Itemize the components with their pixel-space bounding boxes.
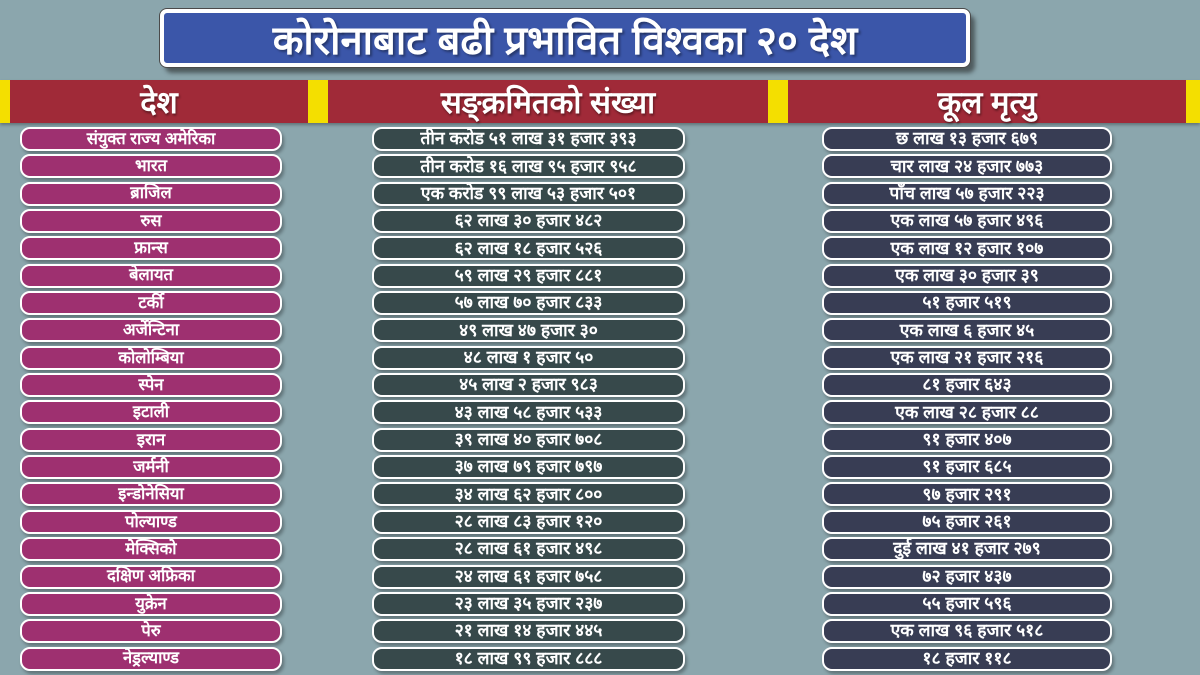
infected-pill: ४८ लाख १ हजार ५० <box>372 345 685 370</box>
column-header-infected: सङ्क्रमितको संख्या <box>440 84 656 120</box>
deaths-pill: एक लाख ५७ हजार ४९६ <box>822 209 1112 234</box>
infected-pill: ४३ लाख ५८ हजार ५३३ <box>372 400 685 425</box>
infected-pill: ३९ लाख ४० हजार ७०८ <box>372 427 685 452</box>
infected-pill: २८ लाख ८३ हजार १२० <box>372 509 685 534</box>
infected-pill: २४ लाख ६१ हजार ७५८ <box>372 564 685 589</box>
country-pill: नेड्रल्याण्ड <box>20 646 282 671</box>
infected-pill: ४५ लाख २ हजार ९८३ <box>372 373 685 398</box>
country-pill: पेरु <box>20 619 282 644</box>
table-header: देश सङ्क्रमितको संख्या कूल मृत्यु <box>0 80 1200 123</box>
country-pill: जर्मनी <box>20 455 282 480</box>
country-pill: स्पेन <box>20 373 282 398</box>
deaths-pill: ९७ हजार २९१ <box>822 482 1112 507</box>
country-pill: दक्षिण अफ्रिका <box>20 564 282 589</box>
deaths-pill: ५५ हजार ५९६ <box>822 591 1112 616</box>
country-pill: फ्रान्स <box>20 236 282 261</box>
infected-pill: ५९ लाख २९ हजार ८८१ <box>372 263 685 288</box>
deaths-pill: एक लाख २८ हजार ८८ <box>822 400 1112 425</box>
infected-pill: २१ लाख १४ हजार ४४५ <box>372 619 685 644</box>
header-separator-2 <box>768 80 788 123</box>
deaths-pill: ७५ हजार २६१ <box>822 509 1112 534</box>
country-pill: इटाली <box>20 400 282 425</box>
country-pill: रुस <box>20 209 282 234</box>
infected-pill: तीन करोड ५१ लाख ३१ हजार ३९३ <box>372 127 685 151</box>
infected-pill: ५७ लाख ७० हजार ८३३ <box>372 291 685 316</box>
deaths-column: छ लाख १३ हजार ६७९ चार लाख २४ हजार ७७३ पाँच… <box>822 127 1112 674</box>
infected-pill: २३ लाख ३५ हजार २३७ <box>372 591 685 616</box>
deaths-pill: एक लाख १२ हजार १०७ <box>822 236 1112 261</box>
infected-column: तीन करोड ५१ लाख ३१ हजार ३९३ तीन करोड १६ ल… <box>372 127 685 674</box>
deaths-pill: एक लाख ६ हजार ४५ <box>822 318 1112 343</box>
header-separator-right <box>1186 80 1200 123</box>
infected-pill: ६२ लाख ३० हजार ४८२ <box>372 209 685 234</box>
country-pill: अर्जेन्टिना <box>20 318 282 343</box>
deaths-pill: १८ हजार ११८ <box>822 646 1112 671</box>
deaths-pill: दुई लाख ४१ हजार २७९ <box>822 537 1112 562</box>
infected-pill: १८ लाख ९९ हजार ८८८ <box>372 646 685 671</box>
country-pill: इरान <box>20 427 282 452</box>
country-pill: पोल्याण्ड <box>20 509 282 534</box>
deaths-pill: ५१ हजार ५१९ <box>822 291 1112 316</box>
deaths-pill: ८१ हजार ६४३ <box>822 373 1112 398</box>
country-pill: बेलायत <box>20 263 282 288</box>
infected-pill: ४९ लाख ४७ हजार ३० <box>372 318 685 343</box>
country-pill: इन्डोनेसिया <box>20 482 282 507</box>
page-title: कोरोनाबाट बढी प्रभावित विश्वका २० देश <box>160 9 970 67</box>
country-column: संयुक्त राज्य अमेरिका भारत ब्राजिल रुस फ्रान… <box>20 127 282 674</box>
deaths-pill: चार लाख २४ हजार ७७३ <box>822 154 1112 179</box>
infected-pill: तीन करोड १६ लाख ९५ हजार ९५८ <box>372 154 685 179</box>
deaths-pill: पाँच लाख ५७ हजार २२३ <box>822 181 1112 206</box>
country-pill: ब्राजिल <box>20 181 282 206</box>
column-header-deaths: कूल मृत्यु <box>937 84 1037 120</box>
deaths-pill: एक लाख २१ हजार २१६ <box>822 345 1112 370</box>
infected-pill: एक करोड ९९ लाख ५३ हजार ५०१ <box>372 181 685 206</box>
country-pill: मेक्सिको <box>20 537 282 562</box>
infected-pill: ६२ लाख १८ हजार ५२६ <box>372 236 685 261</box>
header-separator-left <box>0 80 10 123</box>
infected-pill: ३४ लाख ६२ हजार ८०० <box>372 482 685 507</box>
deaths-pill: एक लाख ३० हजार ३९ <box>822 263 1112 288</box>
deaths-pill: ९१ हजार ६८५ <box>822 455 1112 480</box>
column-header-country: देश <box>140 84 178 120</box>
infected-pill: २८ लाख ६१ हजार ४९८ <box>372 537 685 562</box>
country-pill: भारत <box>20 154 282 179</box>
header-separator-1 <box>308 80 328 123</box>
deaths-pill: छ लाख १३ हजार ६७९ <box>822 127 1112 151</box>
deaths-pill: एक लाख ९६ हजार ५१८ <box>822 619 1112 644</box>
country-pill: कोलोम्बिया <box>20 345 282 370</box>
country-pill: टर्की <box>20 291 282 316</box>
deaths-pill: ९१ हजार ४०७ <box>822 427 1112 452</box>
infected-pill: ३७ लाख ७९ हजार ७९७ <box>372 455 685 480</box>
country-pill: संयुक्त राज्य अमेरिका <box>20 127 282 151</box>
deaths-pill: ७२ हजार ४३७ <box>822 564 1112 589</box>
country-pill: युक्रेन <box>20 591 282 616</box>
